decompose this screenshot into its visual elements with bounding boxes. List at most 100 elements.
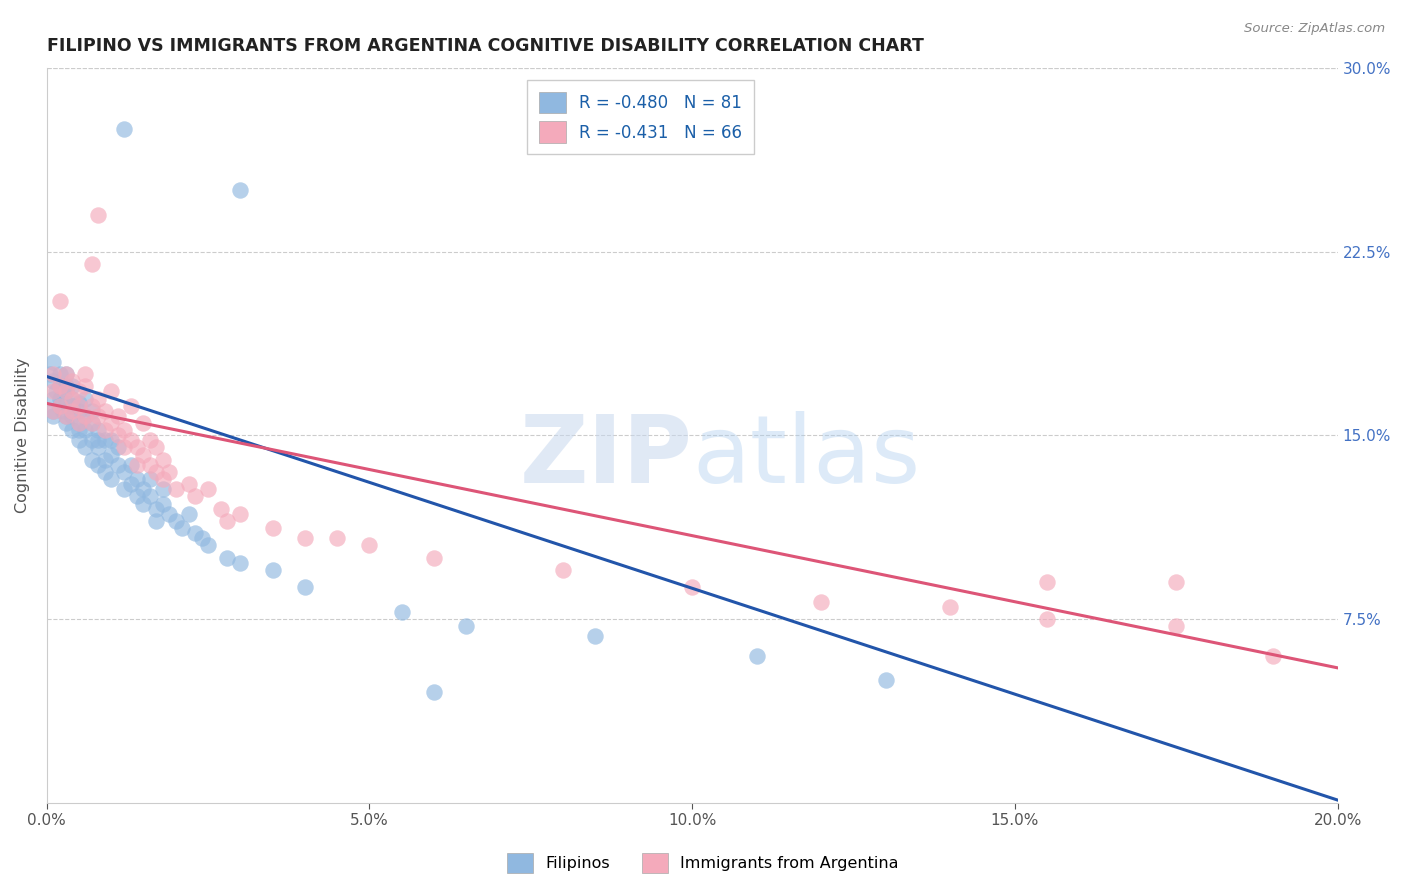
Point <box>48 379 70 393</box>
Legend: Filipinos, Immigrants from Argentina: Filipinos, Immigrants from Argentina <box>501 847 905 880</box>
Point <box>112 441 135 455</box>
Point <box>80 403 103 417</box>
Point <box>125 441 148 455</box>
Point <box>62 379 84 393</box>
Point <box>42 367 65 381</box>
Point <box>100 433 122 447</box>
Point <box>48 367 70 381</box>
Point <box>67 396 90 410</box>
Point <box>55 384 77 399</box>
Point <box>190 531 212 545</box>
Point <box>67 423 90 437</box>
Point <box>745 648 768 663</box>
Point <box>145 441 167 455</box>
Point <box>107 428 129 442</box>
Point <box>100 448 122 462</box>
Point <box>42 375 65 389</box>
Point <box>75 367 97 381</box>
Point <box>100 472 122 486</box>
Point <box>55 384 77 399</box>
Point <box>152 497 174 511</box>
Point <box>94 452 117 467</box>
Text: atlas: atlas <box>692 411 921 503</box>
Point <box>197 538 219 552</box>
Point <box>55 396 77 410</box>
Point <box>48 379 70 393</box>
Point <box>80 416 103 430</box>
Point <box>94 433 117 447</box>
Point <box>1261 648 1284 663</box>
Point <box>165 482 187 496</box>
Point <box>132 416 155 430</box>
Point <box>67 399 90 413</box>
Point <box>939 599 962 614</box>
Point <box>87 423 110 437</box>
Point <box>152 452 174 467</box>
Point <box>55 416 77 430</box>
Point <box>42 403 65 417</box>
Point <box>875 673 897 687</box>
Point <box>75 392 97 406</box>
Point <box>100 416 122 430</box>
Point <box>62 399 84 413</box>
Point <box>42 355 65 369</box>
Point <box>62 423 84 437</box>
Point <box>67 384 90 399</box>
Point <box>1166 575 1188 590</box>
Point <box>152 472 174 486</box>
Point <box>94 403 117 417</box>
Point <box>94 465 117 479</box>
Point <box>112 482 135 496</box>
Text: FILIPINO VS IMMIGRANTS FROM ARGENTINA COGNITIVE DISABILITY CORRELATION CHART: FILIPINO VS IMMIGRANTS FROM ARGENTINA CO… <box>46 37 924 55</box>
Point <box>107 458 129 472</box>
Point <box>262 521 284 535</box>
Point <box>229 183 252 197</box>
Point <box>810 595 832 609</box>
Point <box>94 423 117 437</box>
Point <box>87 392 110 406</box>
Point <box>38 367 60 381</box>
Point <box>120 399 142 413</box>
Point <box>48 392 70 406</box>
Point <box>456 619 478 633</box>
Point <box>112 122 135 136</box>
Point <box>48 399 70 413</box>
Point <box>184 490 207 504</box>
Point <box>359 538 381 552</box>
Point <box>177 507 200 521</box>
Legend: R = -0.480   N = 81, R = -0.431   N = 66: R = -0.480 N = 81, R = -0.431 N = 66 <box>527 80 754 154</box>
Point <box>80 433 103 447</box>
Point <box>583 629 606 643</box>
Point <box>75 441 97 455</box>
Point <box>42 384 65 399</box>
Text: Source: ZipAtlas.com: Source: ZipAtlas.com <box>1244 22 1385 36</box>
Point <box>423 550 446 565</box>
Point <box>48 399 70 413</box>
Point <box>132 482 155 496</box>
Point <box>145 501 167 516</box>
Point <box>62 409 84 423</box>
Point <box>62 392 84 406</box>
Point <box>75 423 97 437</box>
Point <box>391 605 413 619</box>
Point <box>100 384 122 399</box>
Point <box>62 403 84 417</box>
Point <box>75 379 97 393</box>
Point <box>177 477 200 491</box>
Point <box>62 392 84 406</box>
Point <box>107 441 129 455</box>
Point <box>107 409 129 423</box>
Point <box>294 580 316 594</box>
Point <box>165 514 187 528</box>
Point <box>120 477 142 491</box>
Point <box>67 416 90 430</box>
Point <box>112 465 135 479</box>
Point <box>80 452 103 467</box>
Point <box>87 208 110 222</box>
Point <box>139 433 162 447</box>
Point <box>139 490 162 504</box>
Point <box>209 501 232 516</box>
Point <box>125 490 148 504</box>
Point <box>217 550 239 565</box>
Point <box>67 416 90 430</box>
